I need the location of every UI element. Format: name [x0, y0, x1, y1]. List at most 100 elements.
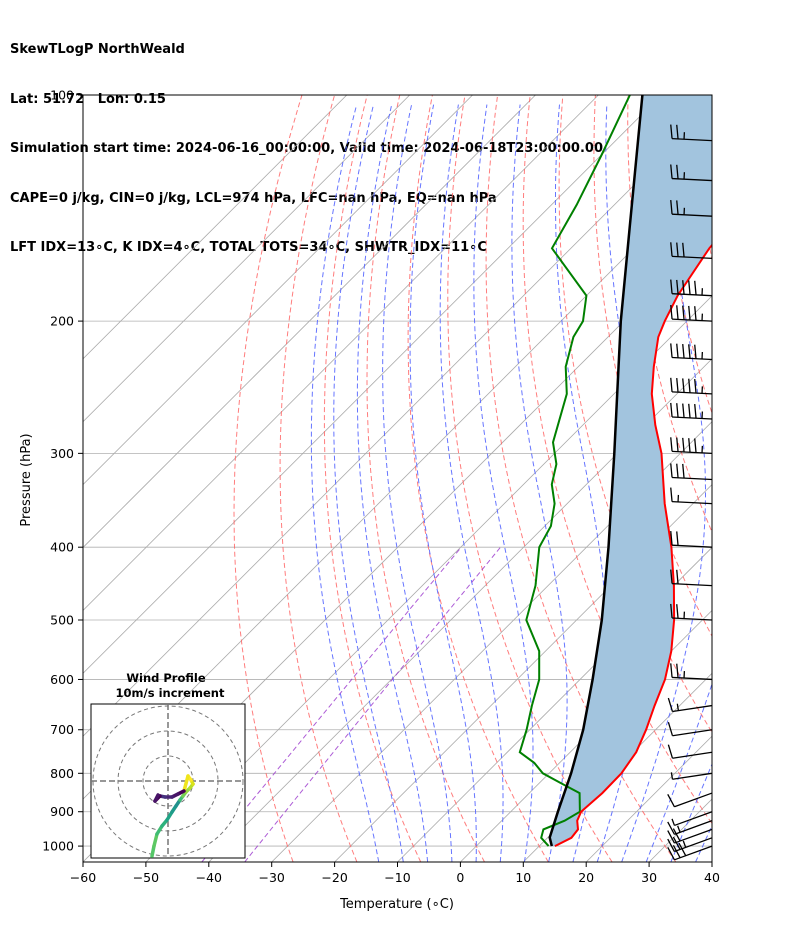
x-tick-label: 20	[578, 870, 594, 885]
wind-barb	[670, 164, 713, 182]
wind-barb-staff	[672, 729, 713, 737]
moist-adiabat-line	[621, 104, 706, 862]
wind-barb-half-flag	[676, 703, 680, 711]
moist-adiabat-line	[356, 104, 429, 862]
wind-barb-flag	[670, 124, 673, 139]
wind-barb-half-flag	[677, 825, 681, 833]
wind-barb-staff	[672, 450, 713, 455]
wind-barb-flag	[694, 306, 697, 321]
x-tick-label: 30	[641, 870, 657, 885]
moist-adiabat-line	[439, 104, 504, 862]
wind-barb-flag	[694, 378, 697, 394]
wind-barb-flag	[676, 531, 679, 546]
dry-adiabat-line	[233, 95, 303, 862]
wind-barb-flag	[667, 794, 675, 808]
title-line-indices: LFT IDX=13∘C, K IDX=4∘C, TOTAL TOTS=34∘C…	[10, 240, 487, 255]
wind-barb-flag	[688, 438, 691, 453]
wind-barb-staff	[672, 544, 713, 548]
wind-barb-flag	[676, 663, 679, 678]
y-tick-label: 500	[50, 612, 74, 627]
dry-adiabat-line	[279, 95, 358, 862]
wind-barb	[670, 377, 713, 395]
wind-barb-half-flag	[670, 772, 674, 780]
wind-barb-staff	[672, 772, 713, 780]
wind-barb-flag	[682, 343, 685, 359]
wind-barb-flag	[682, 378, 685, 393]
wind-barb-flag	[688, 280, 691, 295]
wind-barb-staff	[674, 811, 713, 827]
wind-barb-staff	[672, 500, 713, 505]
wind-barb	[670, 463, 713, 481]
wind-barb-staff	[672, 582, 713, 587]
wind-barb-half-flag	[682, 840, 687, 848]
wind-barb-flag	[694, 344, 697, 359]
wind-barb-flag	[676, 463, 679, 478]
wind-barb-flag	[676, 242, 679, 257]
wind-barb-staff	[672, 704, 713, 713]
wind-barb	[670, 663, 713, 681]
dry-adiabat-line	[558, 95, 712, 734]
wind-barb-flag	[676, 279, 679, 295]
wind-barb	[670, 603, 713, 621]
moist-adiabat-line	[409, 104, 477, 862]
wind-barb-flag	[682, 305, 685, 320]
wind-barb-staff	[672, 293, 713, 297]
isotherm-line	[83, 95, 536, 549]
dry-adiabat-line	[593, 95, 712, 638]
dry-adiabat-line	[407, 95, 549, 862]
wind-barb-flag	[676, 378, 679, 393]
y-axis-label: Pressure (hPa)	[19, 433, 34, 526]
moist-adiabat-line	[670, 762, 712, 862]
wind-barb-flag	[667, 721, 674, 736]
wind-barb-flag	[688, 344, 691, 359]
dry-adiabat-line	[726, 95, 794, 862]
wind-barb	[670, 531, 713, 548]
wind-barb-staff	[672, 177, 713, 182]
x-tick-label: −20	[321, 870, 347, 885]
wind-barb-flag	[676, 164, 679, 179]
x-tick-label: −30	[259, 870, 285, 885]
wind-barb-flag	[670, 569, 673, 584]
wind-profile-inset: Wind Profile 10m/s increment	[90, 671, 246, 859]
wind-barb-flag	[672, 844, 681, 859]
title-line-times: Simulation start time: 2024-06-16_00:00:…	[10, 141, 603, 156]
wind-barb-flag	[682, 437, 685, 453]
y-tick-label: 400	[50, 540, 74, 555]
wind-barb-flag	[688, 378, 691, 393]
y-tick-label: 1000	[42, 839, 74, 854]
wind-barb-flag	[676, 305, 679, 320]
wind-barb-staff	[672, 255, 713, 259]
wind-barb-flag	[670, 279, 673, 294]
dry-adiabat-line	[366, 95, 485, 862]
dry-adiabat-line	[758, 95, 794, 862]
wind-barb-flag	[670, 343, 673, 358]
wind-barb-flag	[670, 402, 673, 418]
hodograph-segment	[182, 774, 190, 793]
title-line-station: SkewTLogP NorthWeald	[10, 42, 185, 57]
isotherm-line	[83, 95, 599, 611]
wind-barb-staff	[672, 676, 713, 681]
y-tick-label: 600	[50, 672, 74, 687]
wind-barb	[670, 279, 713, 297]
wind-barb-staff	[672, 213, 713, 217]
wind-barb-flag	[676, 604, 679, 619]
x-tick-label: −60	[70, 870, 96, 885]
dry-adiabat-line	[522, 95, 712, 825]
wind-barb-staff	[674, 837, 713, 853]
wind-barb	[667, 792, 713, 808]
isotherm-line	[775, 95, 794, 862]
wind-barb	[670, 402, 713, 420]
y-tick-label: 200	[50, 314, 74, 329]
wind-barb-flag	[667, 847, 675, 861]
wind-barb-flag	[670, 487, 673, 502]
wind-barb-flag	[670, 164, 673, 179]
isotherm-line	[83, 95, 410, 423]
wind-barb-staff	[674, 820, 713, 835]
wind-barb-flag	[694, 404, 697, 419]
wind-barb-flag	[667, 830, 675, 844]
wind-barb-flag	[676, 343, 679, 358]
wind-barb-staff	[672, 416, 713, 420]
wind-barb-staff	[672, 318, 713, 322]
isotherm-line	[208, 358, 712, 862]
y-tick-label: 300	[50, 446, 74, 461]
